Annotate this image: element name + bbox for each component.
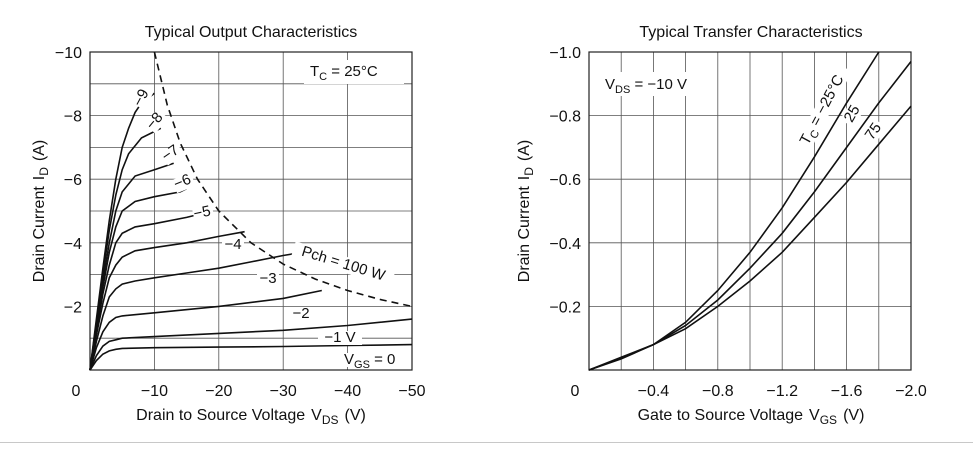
right-x-tick-label: −2.0 bbox=[895, 383, 927, 400]
right-x-tick-label: −1.6 bbox=[831, 383, 863, 400]
right-chart-title: Typical Transfer Characteristics bbox=[639, 24, 862, 41]
right-y-tick-label: −0.2 bbox=[549, 299, 581, 316]
label-vgs-5: −5 bbox=[192, 203, 212, 223]
label-vgs-0-sym: V bbox=[344, 351, 354, 368]
right-y-tick-label: −0.8 bbox=[549, 109, 581, 126]
left-y-tick-labels: −2 −4 −6 −8 −10 bbox=[55, 45, 82, 316]
right-x-tick-label: 0 bbox=[571, 383, 580, 400]
left-series--4 bbox=[89, 230, 245, 371]
output-characteristics-chart: Typical Output Characteristics 0 −10 −20 −3… bbox=[31, 24, 426, 427]
label-vgs-7: −7 bbox=[159, 141, 183, 165]
label-vgs-9: −9 bbox=[130, 86, 153, 109]
left-y-tick-label: −8 bbox=[64, 109, 82, 126]
left-x-axis-label: Drain to Source Voltage VDS (V) bbox=[136, 407, 366, 427]
left-series--9 bbox=[89, 92, 155, 371]
right-grid bbox=[589, 52, 911, 370]
right-x-tick-label: −0.4 bbox=[638, 383, 670, 400]
pch-limit-curve bbox=[153, 51, 413, 308]
left-x-tick-labels: 0 −10 −20 −30 −40 −50 bbox=[72, 383, 426, 400]
left-y-tick-label: −2 bbox=[64, 299, 82, 316]
label-vgs-2: −2 bbox=[292, 305, 309, 322]
label-vgs-8: −8 bbox=[143, 109, 167, 133]
left-y-tick-label: −4 bbox=[64, 236, 82, 253]
left-x-tick-label: −30 bbox=[270, 383, 297, 400]
tc-rest: = 25°C bbox=[327, 63, 378, 80]
right-y-tick-label: −0.4 bbox=[549, 236, 581, 253]
right-y-tick-labels: −0.2 −0.4 −0.6 −0.8 −1.0 bbox=[549, 45, 581, 316]
right-curves bbox=[588, 51, 912, 371]
right-x-tick-label: −1.2 bbox=[766, 383, 798, 400]
right-series-75 bbox=[588, 105, 912, 371]
label-vgs-0-rest: = 0 bbox=[370, 351, 395, 368]
svg-text:VDS = −10 V: VDS = −10 V bbox=[605, 76, 687, 96]
right-y-tick-label: −1.0 bbox=[549, 45, 581, 62]
page-divider bbox=[0, 442, 973, 443]
left-chart-title: Typical Output Characteristics bbox=[145, 24, 358, 41]
left-series-0 bbox=[89, 343, 413, 371]
vds-sym: V bbox=[605, 76, 615, 93]
left-plot-frame bbox=[89, 51, 413, 371]
right-x-axis-label: Gate to Source Voltage VGS (V) bbox=[638, 407, 865, 427]
vds-rest: = −10 V bbox=[630, 76, 687, 93]
left-x-tick-label: −20 bbox=[205, 383, 232, 400]
label-vgs-4: −4 bbox=[224, 236, 241, 253]
label-vgs-6: −6 bbox=[171, 171, 193, 193]
left-x-tick-label: −10 bbox=[141, 383, 168, 400]
svg-text:TC = 25°C: TC = 25°C bbox=[310, 63, 378, 83]
left-series--2 bbox=[89, 289, 322, 371]
label-vgs-0-sub: GS bbox=[354, 359, 370, 371]
label-vgs-3: −3 bbox=[259, 270, 276, 287]
left-curve-labels: −9 −8 −7 −6 −5 −4 bbox=[130, 85, 410, 371]
right-x-tick-label: −0.8 bbox=[702, 383, 734, 400]
left-series--3 bbox=[89, 251, 303, 371]
label-vgs-1: −1 V bbox=[324, 329, 355, 346]
left-y-axis-label: Drain CurrentID(A) bbox=[31, 140, 51, 282]
left-series--6 bbox=[89, 187, 187, 371]
left-series--8 bbox=[89, 127, 162, 371]
left-series--1 bbox=[89, 318, 413, 371]
left-y-tick-label: −6 bbox=[64, 172, 82, 189]
right-annotation: VDS = −10 V bbox=[601, 72, 707, 96]
left-x-tick-label: −50 bbox=[398, 383, 425, 400]
left-x-tick-label: −40 bbox=[334, 383, 361, 400]
svg-text:VGS = 0: VGS = 0 bbox=[344, 351, 395, 371]
right-y-tick-label: −0.6 bbox=[549, 172, 581, 189]
label-tc-rest: = −25°C bbox=[805, 72, 848, 133]
left-y-tick-label: −10 bbox=[55, 45, 82, 62]
right-x-tick-labels: 0 −0.4 −0.8 −1.2 −1.6 −2.0 bbox=[571, 383, 927, 400]
label-tc-75: 75 bbox=[862, 120, 885, 143]
left-x-tick-label: 0 bbox=[72, 383, 81, 400]
transfer-characteristics-chart: Typical Transfer Characteristics 0 −0.4 −0… bbox=[516, 24, 927, 427]
tc-sub: C bbox=[319, 71, 327, 83]
label-tc-25: 25 bbox=[841, 102, 864, 125]
left-curves bbox=[89, 92, 413, 371]
right-y-axis-label: Drain CurrentID(A) bbox=[516, 140, 536, 282]
right-plot-frame bbox=[588, 51, 912, 371]
left-annotation: TC = 25°C bbox=[304, 60, 404, 84]
tc-sym: T bbox=[310, 63, 319, 80]
vds-sub: DS bbox=[615, 84, 630, 96]
